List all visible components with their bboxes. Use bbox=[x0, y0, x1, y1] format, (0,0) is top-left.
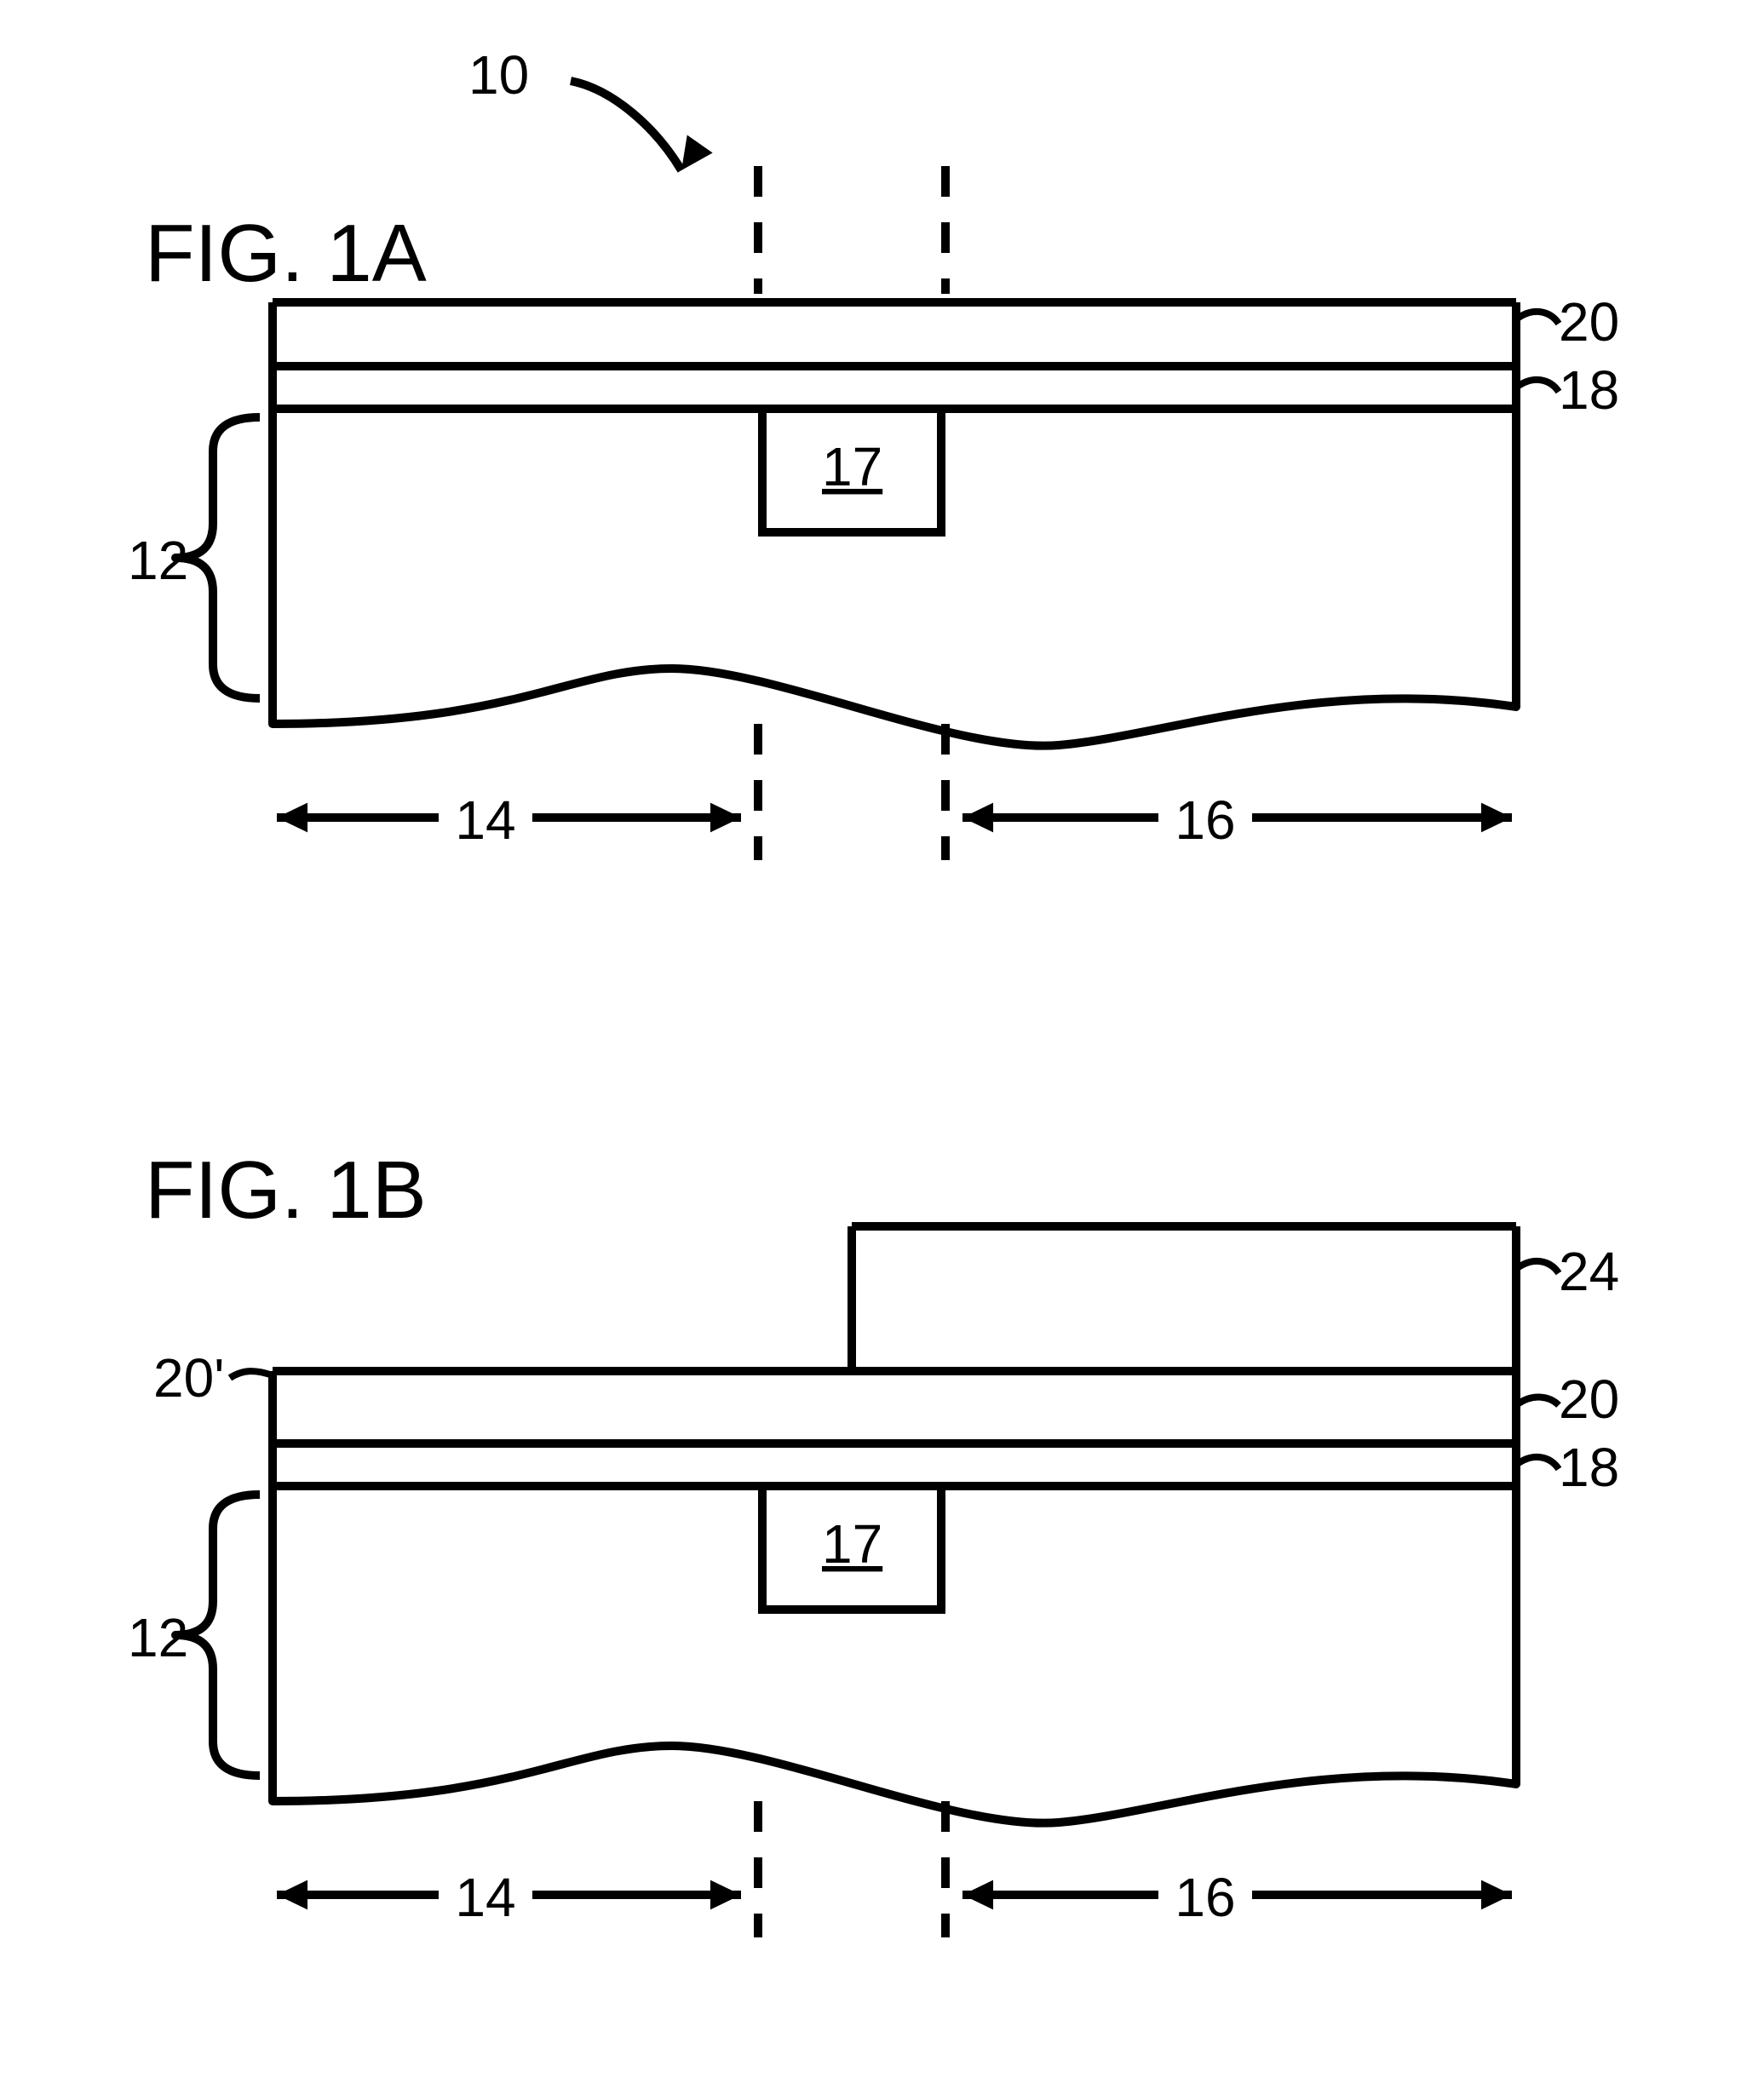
a-ref-17: 17 bbox=[822, 436, 882, 497]
fig-1a-title: FIG. 1A bbox=[145, 208, 427, 299]
a-ref-16: 16 bbox=[1175, 789, 1235, 851]
a-ref-18: 18 bbox=[1559, 359, 1619, 421]
ref-10-arrow bbox=[571, 81, 681, 170]
b-dim-16-head-l bbox=[962, 1880, 993, 1910]
b-ref-12: 12 bbox=[128, 1607, 188, 1668]
b-ref-24: 24 bbox=[1559, 1241, 1619, 1302]
b-ref-18: 18 bbox=[1559, 1437, 1619, 1498]
a-leader-18 bbox=[1516, 380, 1559, 392]
b-ref-14: 14 bbox=[455, 1867, 515, 1928]
b-ref-17: 17 bbox=[822, 1513, 882, 1575]
ref-10: 10 bbox=[468, 44, 529, 106]
fig-1b-title: FIG. 1B bbox=[145, 1145, 427, 1236]
b-ref-16: 16 bbox=[1175, 1867, 1235, 1928]
a-dim-14-head-l bbox=[277, 803, 307, 833]
a-ref-20: 20 bbox=[1559, 291, 1619, 353]
b-ref-20: 20 bbox=[1559, 1369, 1619, 1430]
ref-10-arrowhead bbox=[681, 135, 713, 170]
b-dim-16-head-r bbox=[1481, 1880, 1512, 1910]
b-dim-14-head-r bbox=[710, 1880, 741, 1910]
a-dim-16-head-l bbox=[962, 803, 993, 833]
a-dim-14-head-r bbox=[710, 803, 741, 833]
a-dim-16-head-r bbox=[1481, 803, 1512, 833]
a-leader-20 bbox=[1516, 312, 1559, 324]
b-leader-18 bbox=[1516, 1457, 1559, 1469]
a-ref-12: 12 bbox=[128, 530, 188, 591]
b-ref-20p: 20' bbox=[153, 1347, 224, 1409]
b-leader-20p bbox=[230, 1371, 273, 1378]
a-ref-14b: 14 bbox=[455, 789, 515, 851]
b-leader-20 bbox=[1516, 1397, 1559, 1405]
b-leader-24 bbox=[1516, 1261, 1559, 1273]
b-dim-14-head-l bbox=[277, 1880, 307, 1910]
